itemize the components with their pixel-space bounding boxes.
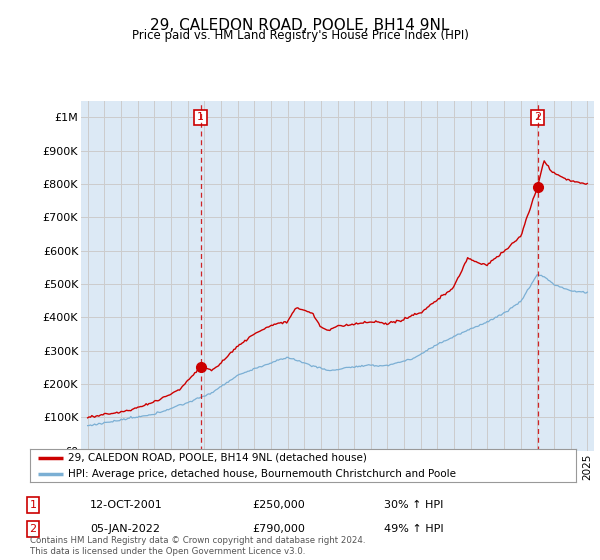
Text: HPI: Average price, detached house, Bournemouth Christchurch and Poole: HPI: Average price, detached house, Bour… [68,469,456,479]
Text: 1: 1 [197,113,204,123]
Text: 2: 2 [29,524,37,534]
Text: Price paid vs. HM Land Registry's House Price Index (HPI): Price paid vs. HM Land Registry's House … [131,29,469,42]
Text: 29, CALEDON ROAD, POOLE, BH14 9NL: 29, CALEDON ROAD, POOLE, BH14 9NL [151,18,449,33]
Text: 30% ↑ HPI: 30% ↑ HPI [384,500,443,510]
Text: Contains HM Land Registry data © Crown copyright and database right 2024.
This d: Contains HM Land Registry data © Crown c… [30,536,365,556]
Text: £250,000: £250,000 [252,500,305,510]
Text: 2: 2 [534,113,541,123]
Text: 1: 1 [29,500,37,510]
Text: 29, CALEDON ROAD, POOLE, BH14 9NL (detached house): 29, CALEDON ROAD, POOLE, BH14 9NL (detac… [68,453,367,463]
Text: 49% ↑ HPI: 49% ↑ HPI [384,524,443,534]
Text: £790,000: £790,000 [252,524,305,534]
Text: 05-JAN-2022: 05-JAN-2022 [90,524,160,534]
Text: 12-OCT-2001: 12-OCT-2001 [90,500,163,510]
